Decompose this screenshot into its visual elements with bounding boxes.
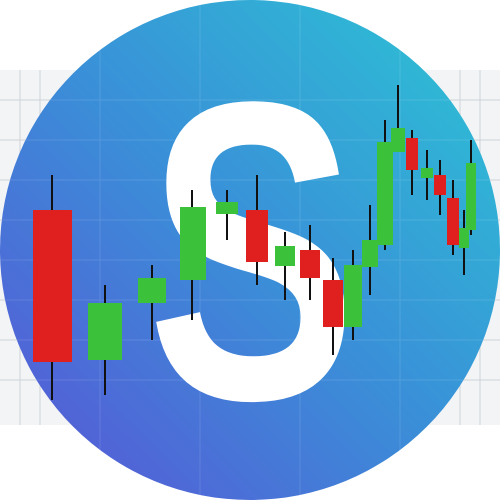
candle-body: [344, 265, 362, 327]
candle-body: [275, 246, 295, 266]
candle-body: [459, 228, 469, 248]
candle-body: [88, 303, 122, 360]
candle-body: [138, 278, 166, 303]
candle-body: [434, 175, 446, 195]
candle-body: [33, 210, 72, 362]
candle-body: [377, 142, 393, 245]
candle-body: [216, 202, 238, 214]
candlesticks: [33, 85, 476, 400]
candle-body: [300, 250, 320, 278]
candle-body: [466, 163, 476, 230]
candle-body: [246, 210, 268, 262]
candle-body: [362, 240, 378, 267]
candle-body: [421, 168, 433, 178]
candle-body: [180, 207, 206, 280]
candle-body: [323, 280, 343, 327]
candle-body: [447, 198, 459, 245]
candle-body: [391, 128, 405, 152]
candle-body: [406, 138, 418, 170]
